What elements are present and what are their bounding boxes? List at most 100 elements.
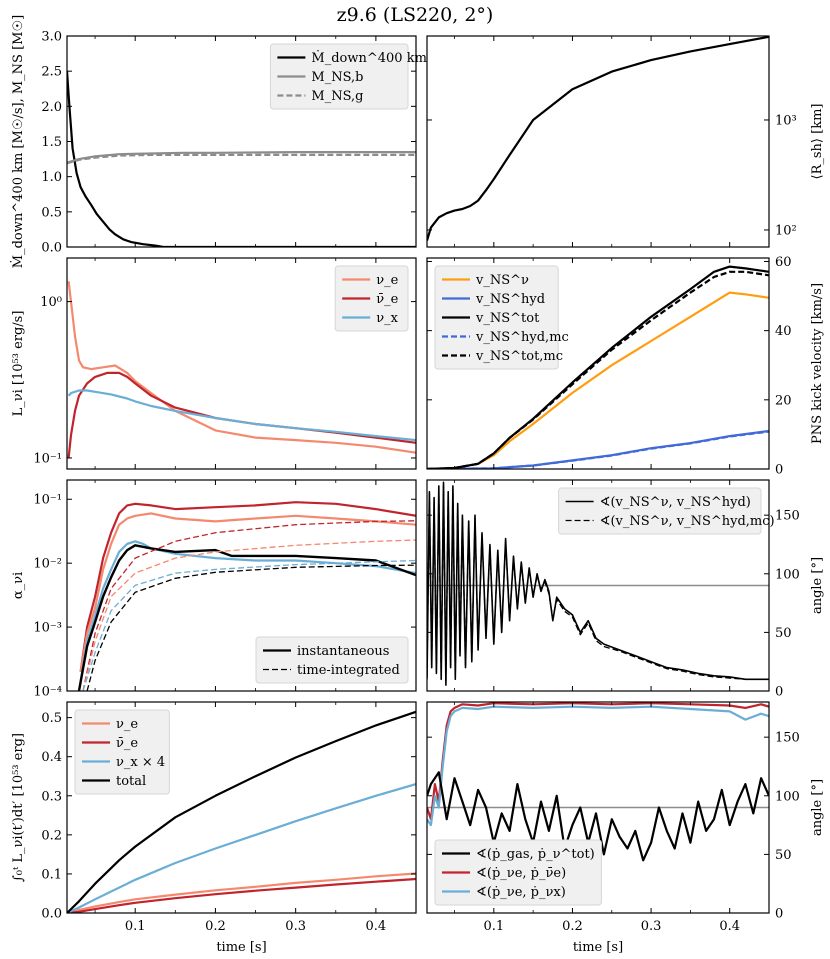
- series-alpha_nue_bar_inst: [79, 501, 416, 672]
- panel-p3: 10⁻¹ 10⁰ L_νi [10⁵³ erg/s] ν_e ν̄_e ν_x: [11, 257, 417, 470]
- legend: instantaneous time-integrated: [255, 636, 409, 684]
- legend-label: v_NS^hyd,mc: [475, 330, 569, 345]
- legend-box: [434, 839, 602, 906]
- axes-frame: [426, 35, 770, 248]
- y-tick-label: 0.4: [41, 750, 62, 765]
- panel-p7: 0.1 0.2 0.3 0.4 0.0 0.1 0.2 0.3 0.4 0.5 ∫₀ᵗ L_νi(t…: [11, 701, 417, 955]
- legend-label: M_NS,b: [311, 70, 363, 85]
- y-tick-label: 150: [775, 731, 800, 746]
- legend-box: [255, 636, 409, 684]
- x-tick-label: 0.4: [719, 919, 740, 934]
- y-tick-label: 10⁻⁴: [33, 685, 62, 700]
- legend-label: time-integrated: [297, 663, 400, 678]
- y-tick-label: 2.0: [41, 100, 62, 115]
- legend-label: ∢(ṗ_gas, ṗ_ν^tot): [476, 847, 595, 862]
- legend: ν_e ν̄_e ν_x × 4 total: [74, 709, 170, 795]
- series-alpha_nue_inst: [79, 512, 416, 672]
- y-tick-label: 2.5: [41, 65, 62, 80]
- y-tick-label: 0: [775, 907, 783, 922]
- legend-box: [558, 487, 762, 535]
- legend-box: [74, 709, 170, 795]
- x-tick-label: 0.3: [285, 919, 306, 934]
- series-alpha_nue_int: [82, 539, 416, 691]
- x-axis-label: time [s]: [573, 940, 623, 955]
- legend-label: ν_e: [116, 717, 138, 732]
- x-tick-label: 0.3: [641, 919, 662, 934]
- legend-label: instantaneous: [297, 644, 389, 659]
- legend: v_NS^ν v_NS^hyd v_NS^tot v_NS^hyd,mc v_NS^to…: [434, 265, 569, 370]
- y-tick-label: 10⁻²: [33, 557, 62, 572]
- y-axis-label: angle [°]: [810, 557, 825, 614]
- legend-label: ∢(ṗ_νe, ṗ_νx): [476, 885, 566, 900]
- y-tick-label: 0: [775, 463, 783, 478]
- legend-label: ν_x: [376, 311, 398, 326]
- y-tick-label: 3.0: [41, 30, 62, 45]
- panel-p5: 10⁻⁴ 10⁻³ 10⁻² 10⁻¹ α_νi instantaneous time-in…: [11, 479, 417, 700]
- legend-box: [434, 265, 559, 370]
- y-tick-label: 0.0: [41, 241, 62, 256]
- y-tick-label: 0.1: [41, 867, 62, 882]
- y-axis-label: L_νi [10⁵³ erg/s]: [11, 311, 26, 417]
- series-int_nue: [67, 872, 416, 913]
- legend-label: ν_e: [376, 273, 398, 288]
- axes-frame: [66, 257, 417, 470]
- y-tick-label: 1.5: [41, 135, 62, 150]
- x-tick-label: 0.2: [562, 919, 583, 934]
- x-tick-label: 0.4: [366, 919, 387, 934]
- y-axis-label: angle [°]: [810, 779, 825, 836]
- series-nu_x: [67, 389, 416, 442]
- x-axis-label: time [s]: [216, 940, 266, 955]
- x-tick-label: 0.1: [483, 919, 504, 934]
- axes-frame: [66, 701, 417, 914]
- y-tick-label: 150: [775, 509, 800, 524]
- y-tick-label: 10³: [775, 113, 797, 128]
- y-tick-label: 0.5: [41, 205, 62, 220]
- y-tick-label: 50: [775, 626, 792, 641]
- axes-frame: [426, 701, 770, 914]
- y-tick-label: 10⁻¹: [33, 451, 62, 466]
- series-alpha_nux_inst: [77, 540, 416, 691]
- series-R_sh: [427, 36, 769, 241]
- legend-label: ∢(ṗ_νe, ṗ_ν̄e): [476, 866, 566, 881]
- legend-box: [334, 265, 409, 332]
- y-tick-label: 0.5: [41, 711, 62, 726]
- panel-p2: 10² 10³ ⟨R_sh⟩ [km]: [426, 35, 825, 248]
- legend: ∢(ṗ_gas, ṗ_ν^tot) ∢(ṗ_νe, ṗ_ν̄e) ∢(ṗ_νe, ṗ…: [434, 839, 602, 906]
- x-tick-label: 0.2: [205, 919, 226, 934]
- legend-label: v_NS^tot: [475, 311, 540, 326]
- legend-label: M_NS,g: [311, 89, 363, 104]
- y-axis-label: ⟨R_sh⟩ [km]: [810, 104, 825, 180]
- y-tick-label: 60: [775, 255, 792, 270]
- legend-label: ν̄_e: [116, 736, 138, 751]
- legend-label: v_NS^tot,mc: [475, 349, 563, 364]
- series-alpha_total_int: [86, 564, 416, 691]
- series-alpha_total_inst: [77, 544, 416, 691]
- y-axis-label: PNS kick velocity [km/s]: [810, 283, 825, 444]
- axes-frame: [426, 479, 770, 692]
- y-tick-label: 10⁰: [40, 295, 62, 310]
- x-tick-label: 0.1: [125, 919, 146, 934]
- legend-label: ν̄_e: [376, 292, 398, 307]
- panel-p1: 0.0 0.5 1.0 1.5 2.0 2.5 3.0 Ṁ_down^400 km [M☉/s…: [9, 15, 427, 268]
- legend-label: ∢(v_NS^ν, v_NS^hyd,mc): [600, 514, 775, 529]
- legend: Ṁ_down^400 km M_NS,b M_NS,g: [269, 43, 427, 110]
- series-alpha_nux_int: [82, 559, 416, 691]
- y-tick-label: 10⁻³: [33, 621, 62, 636]
- legend-label: ν_x × 4: [116, 755, 165, 770]
- series-int_nue_bar: [67, 877, 416, 913]
- series-M_NS_g: [67, 153, 416, 165]
- legend-label: ∢(v_NS^ν, v_NS^hyd): [600, 495, 751, 510]
- series-alpha_nue_bar_int: [82, 520, 416, 691]
- series-Mdot_down_400km: [67, 71, 416, 247]
- y-tick-label: 40: [775, 324, 792, 339]
- legend: ∢(v_NS^ν, v_NS^hyd) ∢(v_NS^ν, v_NS^hyd,mc…: [558, 487, 775, 535]
- y-tick-label: 1.0: [41, 170, 62, 185]
- legend-label: v_NS^ν: [475, 273, 529, 288]
- legend: ν_e ν̄_e ν_x: [334, 265, 409, 332]
- series-angle_nue_nux: [427, 705, 769, 827]
- y-tick-label: 50: [775, 848, 792, 863]
- axes-frame: [426, 257, 770, 470]
